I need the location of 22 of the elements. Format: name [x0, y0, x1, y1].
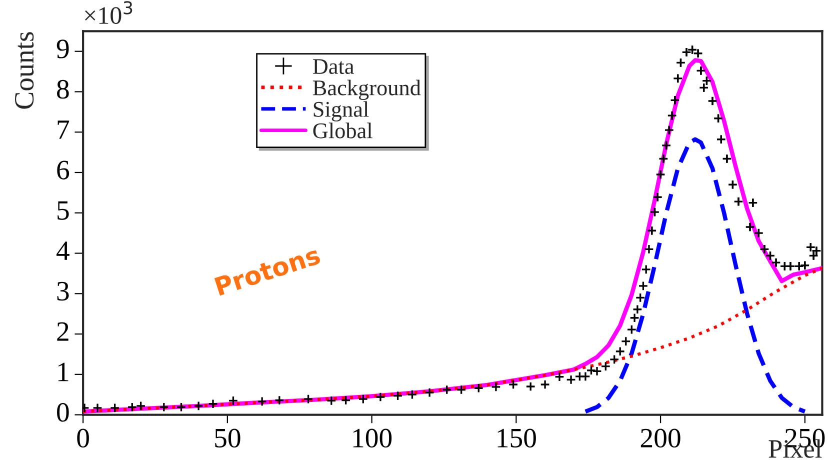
line-series [583, 137, 807, 414]
y-tick-label: 5 [58, 201, 69, 220]
x-tick-label: 0 [77, 428, 89, 448]
y-tick-label: 1 [58, 362, 68, 382]
y-tick-label: 3 [57, 282, 69, 301]
x-tick-label: 50 [215, 428, 240, 448]
x-tick-label: 100 [353, 428, 392, 448]
legend-label: Background [312, 80, 421, 100]
x-tick-label: 150 [498, 428, 536, 448]
y-tick-label: 2 [57, 322, 68, 341]
text: ×10$^{3}$ [85, 1, 132, 24]
y-axis-title: Counts [15, 32, 34, 109]
y-tick-label: 8 [57, 80, 69, 99]
legend-label: Data [312, 59, 354, 74]
y-tick-label: 6 [57, 160, 70, 180]
y-tick-label: 7 [58, 120, 70, 139]
y-tick-label: 9 [56, 40, 69, 58]
legend-label: Signal [314, 101, 369, 122]
legend-label: Global [313, 122, 372, 138]
y-tick-label: 4 [56, 242, 70, 260]
x-tick-label: 200 [640, 428, 680, 448]
y-tick-label: 0 [57, 402, 69, 422]
